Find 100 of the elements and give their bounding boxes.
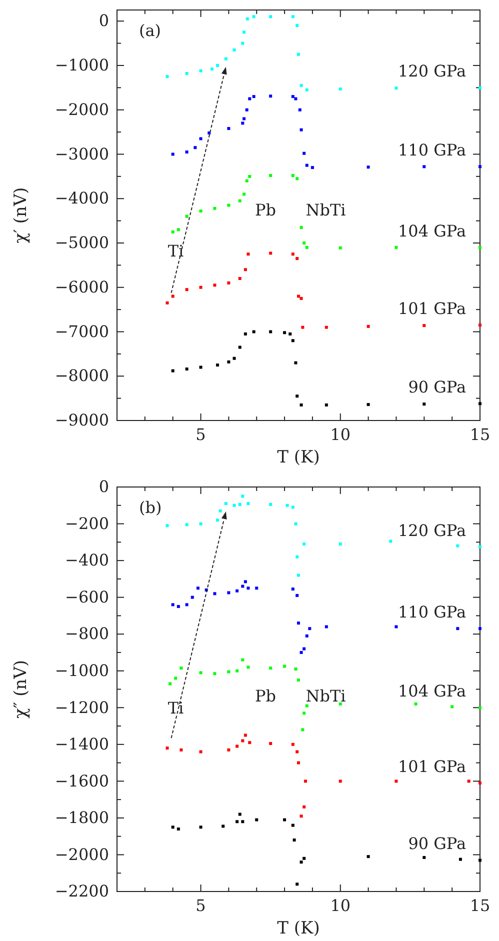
point — [305, 704, 308, 707]
point — [308, 626, 312, 630]
point — [199, 286, 202, 289]
point — [302, 856, 306, 860]
point — [194, 146, 197, 150]
point — [242, 30, 246, 34]
point — [185, 522, 188, 526]
x-tick-label: 10 — [330, 895, 351, 914]
point — [227, 281, 230, 284]
point — [246, 17, 249, 20]
point — [294, 97, 298, 100]
point — [246, 665, 250, 668]
x-tick-label: 15 — [470, 424, 490, 444]
point — [478, 246, 482, 249]
point — [241, 658, 244, 661]
point — [199, 366, 202, 369]
point — [236, 744, 239, 748]
point — [291, 587, 294, 590]
point — [199, 137, 202, 140]
point — [297, 294, 300, 298]
point — [302, 646, 306, 650]
point — [248, 740, 252, 744]
series-label: 120 GPa — [398, 62, 466, 81]
point — [227, 590, 230, 594]
point — [245, 108, 248, 112]
point — [199, 670, 202, 674]
point — [394, 86, 398, 90]
y-tick-label: −3000 — [54, 144, 109, 164]
point — [300, 650, 303, 654]
point — [218, 508, 222, 512]
point — [283, 664, 286, 668]
point — [199, 210, 202, 213]
point — [246, 586, 250, 590]
point — [246, 502, 250, 505]
y-tick-label: −1400 — [54, 734, 109, 754]
point — [294, 361, 298, 364]
point — [338, 87, 342, 90]
point — [222, 824, 225, 828]
annotation: Ti — [168, 241, 184, 260]
point — [185, 214, 188, 218]
point — [291, 505, 294, 508]
point — [199, 522, 202, 525]
point — [171, 152, 174, 156]
point — [394, 246, 398, 249]
y-axis-title: χ″ (nV) — [11, 659, 31, 718]
x-tick-label: 15 — [470, 895, 490, 914]
point — [302, 241, 306, 244]
point — [291, 252, 294, 256]
point — [305, 246, 308, 249]
point — [291, 174, 294, 178]
y-tick-label: −600 — [65, 586, 109, 606]
point — [174, 676, 178, 680]
point — [166, 301, 169, 304]
point — [478, 781, 482, 784]
point — [244, 733, 247, 736]
y-tick-label: −9000 — [54, 410, 109, 430]
point — [300, 860, 303, 864]
point — [467, 779, 470, 782]
y-tick-label: −1000 — [54, 660, 109, 680]
point — [213, 672, 216, 675]
point — [227, 748, 230, 751]
point — [478, 544, 482, 548]
series-label: 110 GPa — [398, 140, 466, 160]
point — [224, 57, 228, 60]
point — [422, 324, 426, 328]
point — [216, 64, 220, 67]
point — [238, 812, 242, 816]
point — [294, 667, 298, 670]
y-tick-label: −2200 — [54, 881, 109, 900]
point — [171, 294, 174, 298]
point — [227, 204, 230, 207]
y-tick-label: −7000 — [54, 322, 109, 341]
point — [298, 108, 302, 112]
point — [166, 746, 169, 750]
point — [283, 331, 286, 334]
point — [244, 580, 247, 583]
point — [297, 678, 300, 682]
point — [176, 604, 180, 608]
point — [458, 857, 462, 860]
y-tick-label: −2000 — [54, 844, 109, 864]
point — [297, 52, 300, 56]
point — [291, 742, 294, 746]
point — [291, 15, 294, 18]
x-tick-label: 5 — [196, 424, 206, 444]
point — [422, 402, 426, 406]
annotation: Pb — [254, 686, 276, 705]
x-axis-title: T (K) — [277, 448, 320, 468]
point — [366, 166, 370, 169]
point — [304, 779, 307, 782]
y-tick-label: −2000 — [54, 100, 109, 119]
y-tick-label: −1000 — [54, 56, 109, 75]
point — [296, 593, 299, 596]
point — [185, 602, 188, 606]
point — [241, 738, 244, 742]
series-label: 90 GPa — [408, 834, 466, 853]
point — [248, 174, 252, 178]
point — [296, 882, 299, 886]
point — [176, 228, 180, 232]
y-tick-label: −1200 — [54, 697, 109, 716]
point — [236, 668, 239, 672]
